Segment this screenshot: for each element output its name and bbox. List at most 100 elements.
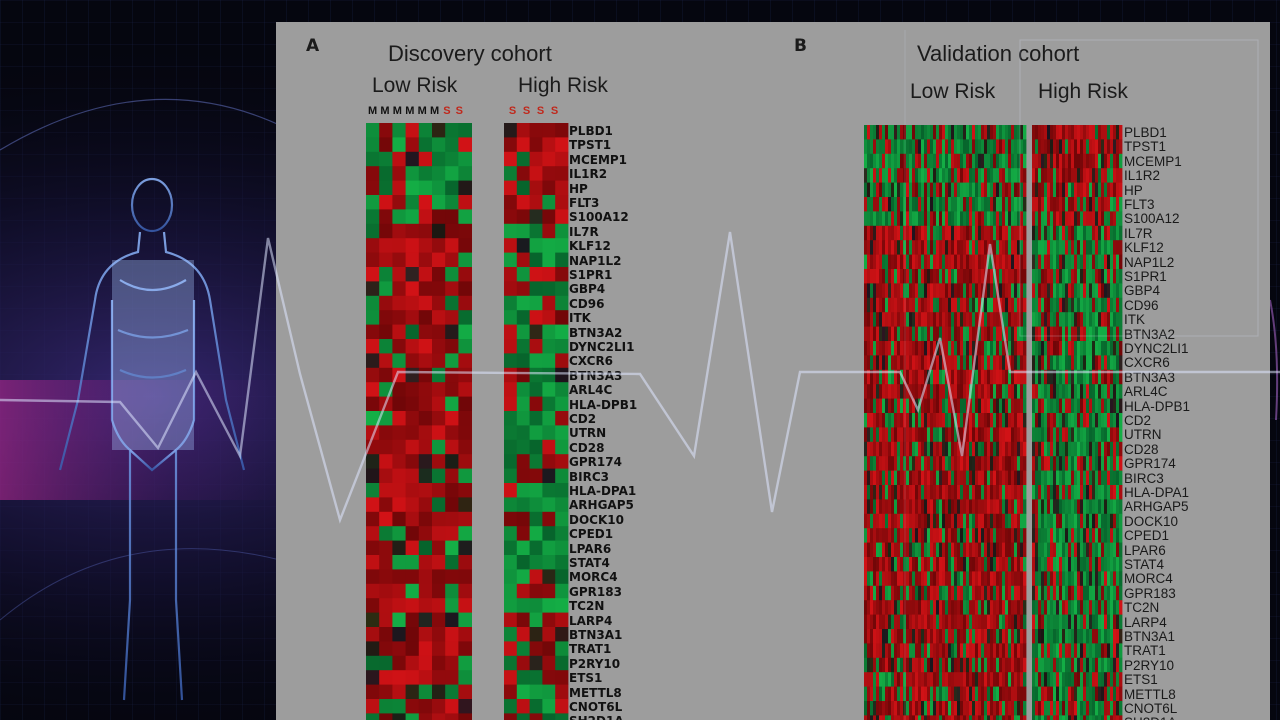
- heatmap-cell: [888, 225, 892, 241]
- heatmap-cell: [927, 657, 931, 673]
- heatmap-cell: [966, 168, 970, 183]
- heatmap-cell: [1023, 686, 1027, 702]
- heatmap-cell: [418, 324, 433, 340]
- heatmap-cell: [1044, 254, 1048, 270]
- heatmap-cell: [1002, 240, 1006, 255]
- heatmap-cell: [1095, 297, 1099, 313]
- heatmap-cell: [945, 441, 949, 457]
- heatmap-cell: [993, 168, 997, 183]
- heatmap-cell: [984, 283, 988, 299]
- heatmap-cell: [379, 655, 393, 671]
- heatmap-cell: [939, 225, 943, 241]
- heatmap-cell: [1050, 168, 1054, 183]
- heatmap-cell: [909, 269, 913, 284]
- heatmap-cell: [918, 197, 922, 212]
- heatmap-cell: [1077, 153, 1081, 169]
- heatmap-cell: [888, 614, 892, 630]
- heatmap-cell: [504, 497, 518, 513]
- heatmap-cell: [882, 413, 886, 428]
- heatmap-cell: [1062, 441, 1066, 457]
- heatmap-cell: [897, 672, 901, 687]
- heatmap-cell: [1119, 139, 1123, 155]
- heatmap-cell: [975, 240, 979, 255]
- heatmap-cell: [915, 269, 919, 284]
- heatmap-cell: [392, 555, 406, 570]
- heatmap-cell: [1107, 153, 1111, 169]
- gene-label: IL7R: [1124, 225, 1153, 241]
- heatmap-cell: [885, 657, 889, 673]
- heatmap-cell: [1017, 528, 1021, 543]
- heatmap-cell: [876, 499, 880, 515]
- heatmap-cell: [1005, 643, 1009, 659]
- heatmap-cell: [1044, 456, 1048, 471]
- heatmap-cell: [1044, 557, 1048, 572]
- heatmap-cell: [993, 470, 997, 486]
- heatmap-cell: [1074, 499, 1078, 515]
- heatmap-cell: [891, 470, 895, 486]
- heatmap-cell: [1083, 585, 1087, 601]
- heatmap-cell: [972, 197, 976, 212]
- heatmap-cell: [1011, 283, 1015, 299]
- heatmap-cell: [432, 555, 446, 570]
- heatmap-cell: [1080, 211, 1084, 227]
- heatmap-cell: [966, 125, 970, 140]
- heatmap-cell: [1083, 197, 1087, 212]
- heatmap-cell: [432, 454, 446, 469]
- heatmap-cell: [972, 254, 976, 270]
- heatmap-cell: [1035, 441, 1039, 457]
- heatmap-cell: [864, 441, 868, 457]
- heatmap-cell: [987, 225, 991, 241]
- heatmap-cell: [1065, 384, 1069, 399]
- heatmap-cell: [1056, 629, 1060, 644]
- heatmap-cell: [960, 657, 964, 673]
- heatmap-cell: [1032, 571, 1036, 587]
- heatmap-cell: [1053, 427, 1057, 443]
- heatmap-cell: [1038, 211, 1042, 227]
- heatmap-cell: [1107, 657, 1111, 673]
- heatmap-cell: [1050, 657, 1054, 673]
- heatmap-cell: [903, 139, 907, 155]
- heatmap-cell: [948, 355, 952, 371]
- heatmap-cell: [1050, 456, 1054, 471]
- heatmap-cell: [1071, 686, 1075, 702]
- heatmap-cell: [1011, 312, 1015, 327]
- heatmap-cell: [504, 353, 518, 369]
- heatmap-cell: [873, 297, 877, 313]
- heatmap-cell: [405, 166, 420, 181]
- heatmap-cell: [870, 413, 874, 428]
- heatmap-cell: [1116, 585, 1120, 601]
- heatmap-cell: [1053, 672, 1057, 687]
- heatmap-cell: [1065, 369, 1069, 385]
- heatmap-cell: [405, 209, 420, 225]
- heatmap-cell: [1086, 427, 1090, 443]
- heatmap-cell: [876, 485, 880, 500]
- heatmap-cell: [555, 555, 569, 570]
- heatmap-cell: [924, 197, 928, 212]
- heatmap-cell: [1065, 168, 1069, 183]
- heatmap-cell: [870, 427, 874, 443]
- heatmap-cell: [366, 483, 380, 498]
- heatmap-cell: [1053, 153, 1057, 169]
- heatmap-cell: [458, 497, 472, 513]
- heatmap-cell: [909, 139, 913, 155]
- heatmap-cell: [894, 341, 898, 356]
- heatmap-cell: [963, 297, 967, 313]
- heatmap-cell: [1110, 542, 1114, 558]
- heatmap-cell: [933, 413, 937, 428]
- heatmap-cell: [966, 139, 970, 155]
- heatmap-cell: [945, 326, 949, 342]
- sample-label: S: [522, 105, 531, 117]
- heatmap-cell: [924, 139, 928, 155]
- heatmap-cell: [542, 195, 556, 210]
- heatmap-cell: [1098, 585, 1102, 601]
- heatmap-cell: [1014, 585, 1018, 601]
- heatmap-cell: [1065, 629, 1069, 644]
- heatmap-cell: [954, 528, 958, 543]
- heatmap-cell: [1005, 485, 1009, 500]
- heatmap-cell: [1089, 686, 1093, 702]
- heatmap-cell: [1056, 269, 1060, 284]
- heatmap-cell: [1074, 657, 1078, 673]
- heatmap-cell: [870, 297, 874, 313]
- heatmap-cell: [1080, 369, 1084, 385]
- heatmap-cell: [1116, 427, 1120, 443]
